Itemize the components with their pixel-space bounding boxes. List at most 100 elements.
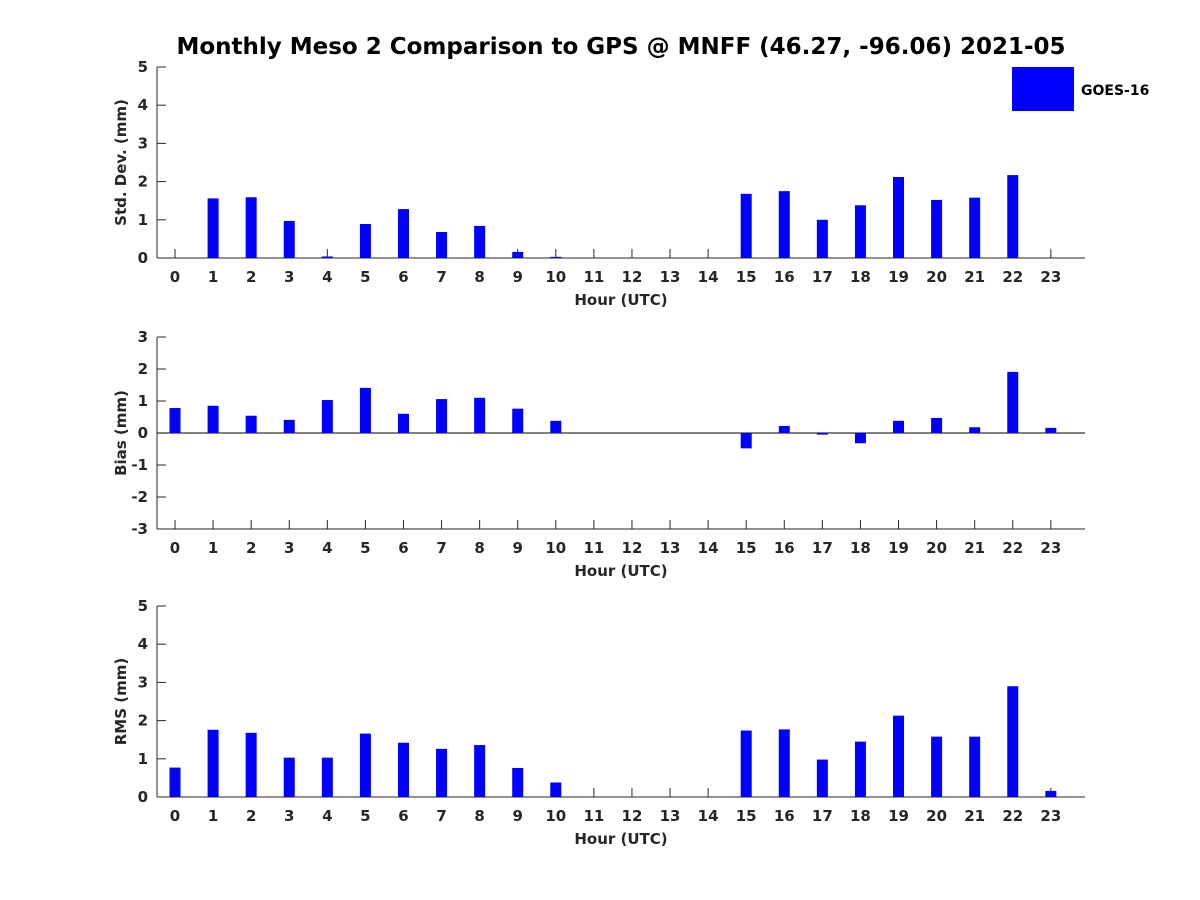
x-tick-label: 16	[774, 539, 795, 557]
x-tick-label: 15	[736, 539, 757, 557]
bar	[816, 759, 828, 797]
x-tick-label: 22	[1002, 539, 1023, 557]
x-tick-label: 9	[513, 268, 523, 286]
x-tick-label: 7	[436, 807, 446, 825]
bar	[1045, 427, 1057, 433]
bar	[169, 767, 181, 797]
bar	[931, 199, 943, 258]
x-tick-label: 21	[964, 807, 985, 825]
x-tick-label: 17	[812, 807, 833, 825]
bar	[740, 433, 752, 449]
bar	[474, 397, 486, 433]
x-tick-label: 21	[964, 268, 985, 286]
x-tick-label: 2	[246, 268, 256, 286]
y-axis-label: RMS (mm)	[112, 658, 130, 745]
x-tick-label: 2	[246, 807, 256, 825]
y-tick-label: 0	[138, 788, 148, 806]
x-tick-label: 11	[583, 807, 604, 825]
x-tick-label: 14	[698, 268, 719, 286]
x-tick-label: 18	[850, 268, 871, 286]
bar	[359, 224, 371, 258]
x-tick-label: 1	[208, 807, 218, 825]
x-tick-label: 2	[246, 539, 256, 557]
bar	[778, 425, 790, 433]
bar	[359, 733, 371, 797]
x-axis-label: Hour (UTC)	[574, 291, 667, 309]
x-axis-label: Hour (UTC)	[574, 562, 667, 580]
bar	[816, 433, 828, 435]
x-tick-label: 19	[888, 268, 909, 286]
bar	[321, 757, 333, 797]
bar	[550, 256, 562, 258]
x-tick-label: 14	[698, 807, 719, 825]
bar	[207, 198, 219, 258]
x-tick-label: 3	[284, 807, 294, 825]
bar	[778, 191, 790, 258]
bar	[245, 197, 257, 258]
bar	[969, 736, 981, 797]
bar	[1007, 686, 1019, 797]
x-tick-label: 1	[208, 268, 218, 286]
x-tick-label: 18	[850, 807, 871, 825]
y-tick-label: 5	[138, 58, 148, 76]
y-tick-label: -2	[131, 488, 148, 506]
x-tick-label: 5	[360, 539, 370, 557]
bar	[283, 220, 295, 258]
x-tick-label: 4	[322, 539, 332, 557]
bar	[550, 420, 562, 433]
x-tick-label: 16	[774, 807, 795, 825]
x-tick-label: 17	[812, 268, 833, 286]
x-tick-label: 12	[622, 268, 643, 286]
x-tick-label: 23	[1040, 539, 1061, 557]
x-tick-label: 6	[398, 807, 408, 825]
bar	[854, 741, 866, 797]
x-tick-label: 6	[398, 268, 408, 286]
x-tick-label: 14	[698, 539, 719, 557]
x-tick-label: 17	[812, 539, 833, 557]
bar	[893, 177, 905, 258]
x-tick-label: 23	[1040, 807, 1061, 825]
x-tick-label: 8	[474, 807, 484, 825]
x-tick-label: 8	[474, 539, 484, 557]
chart-title: Monthly Meso 2 Comparison to GPS @ MNFF …	[176, 34, 1065, 60]
x-tick-label: 15	[736, 268, 757, 286]
x-tick-label: 20	[926, 539, 947, 557]
bar	[359, 387, 371, 433]
y-tick-label: -1	[131, 456, 148, 474]
y-tick-label: -3	[131, 520, 148, 538]
x-tick-label: 1	[208, 539, 218, 557]
bar	[778, 729, 790, 797]
y-tick-label: 0	[138, 424, 148, 442]
y-tick-label: 1	[138, 750, 148, 768]
x-tick-label: 5	[360, 807, 370, 825]
x-tick-label: 12	[622, 539, 643, 557]
bar	[245, 415, 257, 433]
bar	[169, 408, 181, 433]
x-tick-label: 22	[1002, 807, 1023, 825]
x-tick-label: 20	[926, 268, 947, 286]
bar	[893, 420, 905, 433]
x-tick-label: 22	[1002, 268, 1023, 286]
x-tick-label: 23	[1040, 268, 1061, 286]
bar	[1007, 371, 1019, 433]
y-tick-label: 5	[138, 597, 148, 615]
y-tick-label: 4	[138, 635, 148, 653]
bar	[397, 413, 409, 433]
bar	[969, 197, 981, 258]
bar	[436, 232, 448, 258]
legend-label: GOES-16	[1081, 83, 1149, 99]
x-tick-label: 13	[660, 539, 681, 557]
bar	[550, 782, 562, 797]
bar	[512, 767, 524, 797]
x-tick-label: 3	[284, 539, 294, 557]
bar	[436, 748, 448, 797]
x-tick-label: 11	[583, 539, 604, 557]
x-tick-label: 10	[545, 807, 566, 825]
y-axis-label: Std. Dev. (mm)	[112, 99, 130, 226]
y-tick-label: 3	[138, 328, 148, 346]
y-tick-label: 2	[138, 173, 148, 191]
